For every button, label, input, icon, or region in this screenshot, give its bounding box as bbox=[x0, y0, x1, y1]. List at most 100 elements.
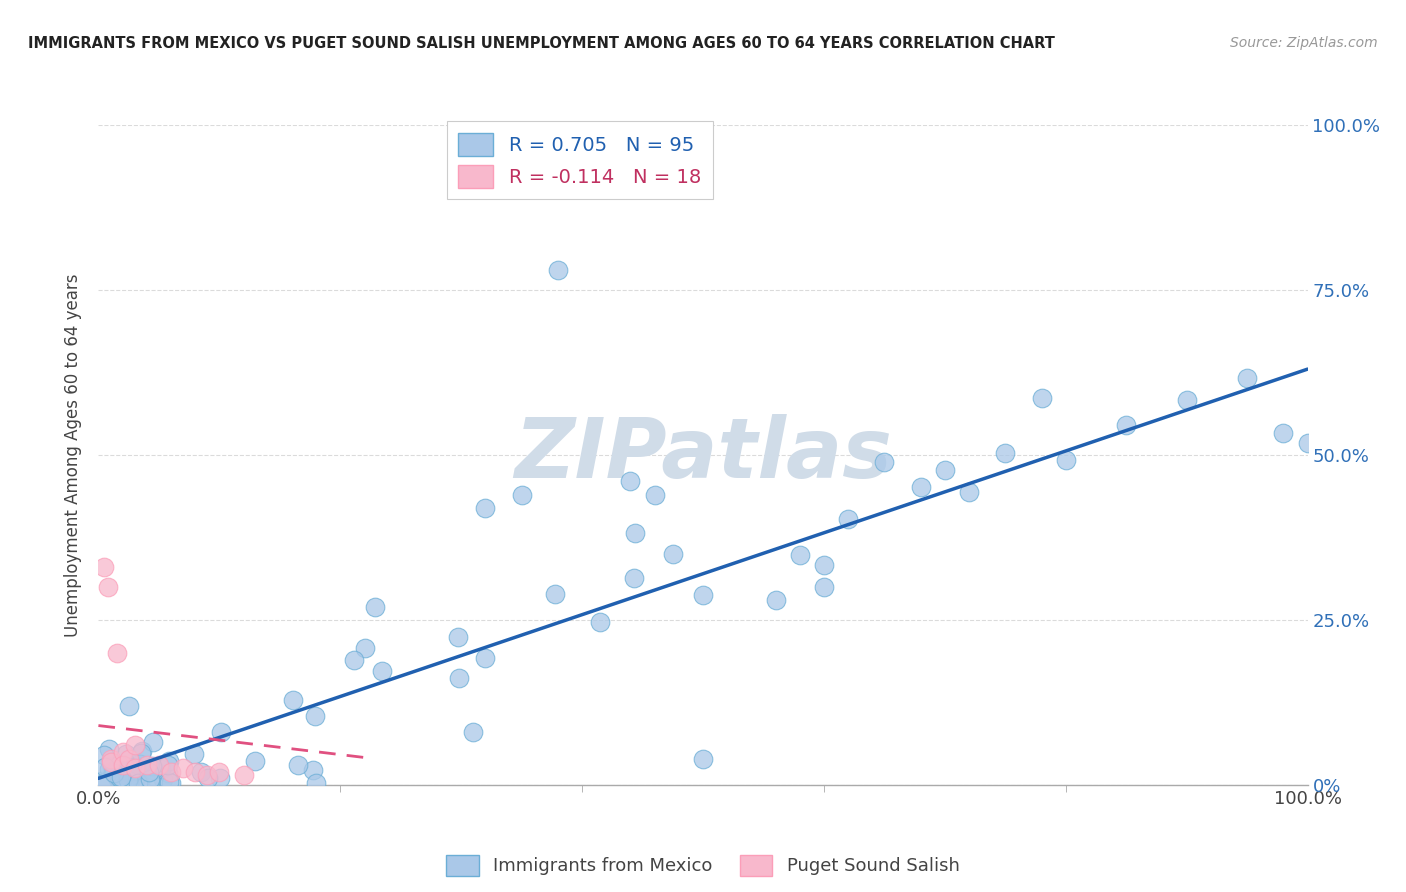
Point bbox=[837, 512, 859, 526]
Point bbox=[910, 480, 932, 494]
Point bbox=[111, 758, 134, 772]
Point bbox=[118, 777, 141, 791]
Point bbox=[124, 760, 146, 774]
Point bbox=[110, 770, 132, 784]
Point bbox=[97, 580, 120, 594]
Point bbox=[128, 756, 150, 771]
Point bbox=[110, 776, 132, 790]
Point bbox=[624, 525, 647, 540]
Point bbox=[544, 586, 567, 600]
Point bbox=[90, 774, 112, 789]
Point bbox=[105, 770, 128, 784]
Point bbox=[287, 758, 309, 772]
Point bbox=[138, 764, 160, 779]
Point bbox=[139, 775, 162, 789]
Point bbox=[157, 758, 180, 772]
Point bbox=[125, 763, 148, 777]
Point bbox=[1031, 391, 1053, 405]
Point bbox=[934, 463, 956, 477]
Point bbox=[208, 764, 231, 779]
Point bbox=[447, 630, 470, 644]
Point bbox=[105, 646, 128, 660]
Point bbox=[122, 759, 145, 773]
Text: IMMIGRANTS FROM MEXICO VS PUGET SOUND SALISH UNEMPLOYMENT AMONG AGES 60 TO 64 YE: IMMIGRANTS FROM MEXICO VS PUGET SOUND SA… bbox=[28, 36, 1054, 51]
Point bbox=[160, 776, 183, 790]
Point bbox=[692, 589, 714, 603]
Legend: R = 0.705   N = 95, R = -0.114   N = 18: R = 0.705 N = 95, R = -0.114 N = 18 bbox=[447, 121, 713, 200]
Point bbox=[93, 560, 115, 574]
Point bbox=[623, 571, 645, 585]
Point bbox=[127, 775, 149, 789]
Point bbox=[662, 547, 685, 561]
Point bbox=[302, 764, 325, 778]
Point bbox=[184, 764, 207, 779]
Point bbox=[114, 747, 136, 762]
Point bbox=[510, 487, 533, 501]
Point bbox=[152, 772, 174, 786]
Point bbox=[589, 615, 612, 629]
Point bbox=[94, 775, 117, 789]
Point bbox=[1296, 436, 1319, 450]
Point bbox=[142, 763, 165, 777]
Point bbox=[232, 768, 254, 782]
Point bbox=[117, 773, 139, 788]
Point bbox=[157, 775, 180, 789]
Point bbox=[124, 772, 146, 786]
Point bbox=[100, 751, 122, 765]
Point bbox=[115, 764, 138, 778]
Point bbox=[139, 772, 162, 786]
Point bbox=[873, 455, 896, 469]
Point bbox=[97, 762, 120, 776]
Point bbox=[305, 776, 328, 790]
Point bbox=[101, 764, 124, 779]
Point bbox=[148, 758, 170, 772]
Point bbox=[101, 759, 124, 773]
Point bbox=[156, 766, 179, 780]
Point bbox=[644, 487, 666, 501]
Point bbox=[93, 747, 115, 762]
Point bbox=[142, 735, 165, 749]
Point bbox=[105, 769, 128, 783]
Point bbox=[117, 760, 139, 774]
Point bbox=[118, 773, 141, 788]
Point bbox=[209, 725, 232, 739]
Point bbox=[111, 745, 134, 759]
Point bbox=[283, 692, 305, 706]
Point bbox=[354, 641, 377, 656]
Point bbox=[1236, 371, 1258, 385]
Point bbox=[343, 653, 366, 667]
Legend: Immigrants from Mexico, Puget Sound Salish: Immigrants from Mexico, Puget Sound Sali… bbox=[439, 847, 967, 883]
Point bbox=[118, 771, 141, 785]
Point bbox=[135, 758, 157, 772]
Point bbox=[129, 746, 152, 760]
Point bbox=[118, 698, 141, 713]
Text: ZIPatlas: ZIPatlas bbox=[515, 415, 891, 495]
Text: Source: ZipAtlas.com: Source: ZipAtlas.com bbox=[1230, 36, 1378, 50]
Point bbox=[190, 764, 212, 779]
Point bbox=[159, 754, 181, 768]
Point bbox=[94, 760, 117, 774]
Point bbox=[150, 762, 173, 776]
Point bbox=[103, 766, 125, 780]
Point bbox=[463, 724, 485, 739]
Point bbox=[117, 770, 139, 784]
Point bbox=[107, 757, 129, 772]
Point bbox=[1272, 426, 1295, 441]
Point bbox=[195, 768, 218, 782]
Point bbox=[547, 263, 569, 277]
Point bbox=[98, 742, 121, 756]
Point bbox=[245, 754, 267, 768]
Point bbox=[619, 475, 641, 489]
Point bbox=[160, 764, 183, 779]
Point bbox=[108, 770, 131, 784]
Point bbox=[172, 761, 194, 775]
Point bbox=[304, 709, 326, 723]
Point bbox=[1115, 417, 1137, 432]
Point bbox=[1175, 392, 1198, 407]
Point bbox=[474, 500, 496, 515]
Point bbox=[789, 548, 811, 562]
Point bbox=[131, 743, 153, 757]
Point bbox=[183, 747, 205, 761]
Point bbox=[957, 485, 980, 500]
Point bbox=[692, 751, 714, 765]
